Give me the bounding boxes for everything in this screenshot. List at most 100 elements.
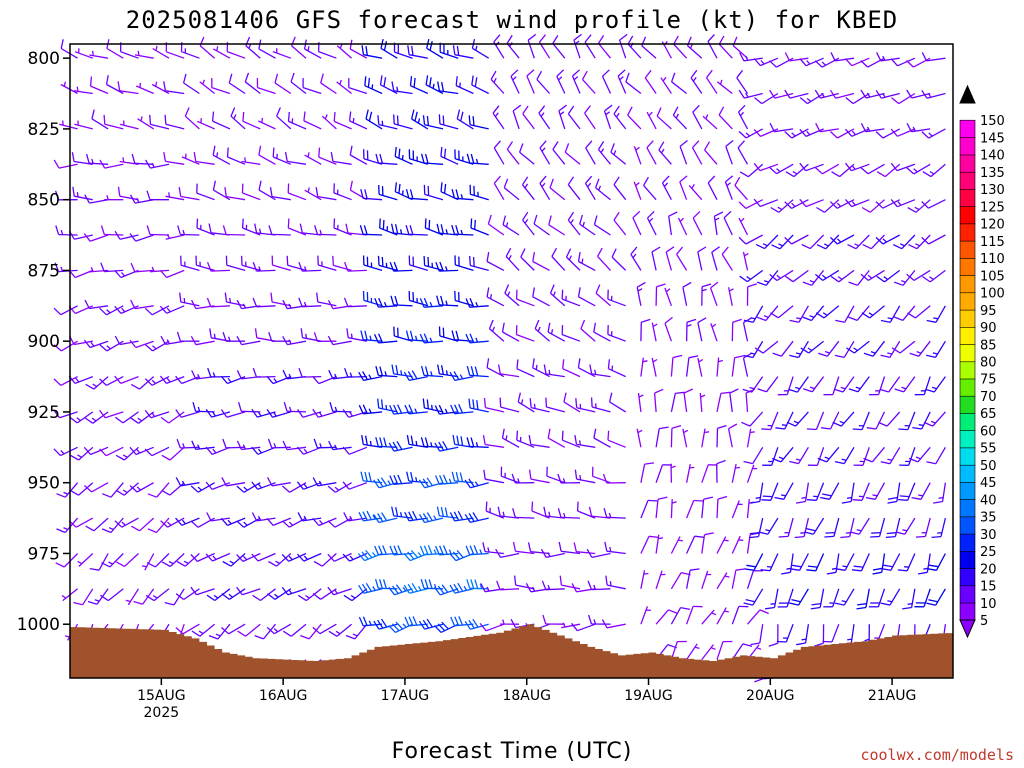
barb-shaft [520,256,535,271]
wind-barb [856,588,870,610]
wind-barb [181,153,200,165]
wind-barb [716,640,733,660]
barb-feather [522,211,529,221]
barb-shaft [549,187,566,201]
barb-shaft [180,233,200,236]
barb-feather [486,251,490,262]
wind-barb [539,140,551,165]
wind-barb [799,198,824,208]
barb-shaft [98,553,109,571]
barb-shaft [819,128,839,133]
wind-barb [685,499,704,519]
wind-barb [788,376,809,393]
barb-feather [908,244,918,250]
barb-shaft [597,255,611,271]
wind-barb [834,588,855,606]
barb-shaft [119,90,139,95]
barb-shaft [571,75,581,94]
barb-feather [159,375,167,384]
barb-shaft [656,115,672,130]
barb-feather [130,262,136,273]
barb-shaft [670,499,673,519]
wind-barb [830,52,855,62]
barb-feather [424,579,429,589]
wind-barb [875,234,901,245]
barb-half-feather [368,620,372,626]
barb-half-feather [417,118,421,124]
barb-feather [692,104,700,113]
barb-shaft [286,410,307,413]
wind-barb [802,376,825,393]
wind-barb [701,428,710,448]
wind-barb [597,247,611,271]
barb-shaft [226,446,246,449]
wind-barb [190,552,215,562]
barb-feather [209,328,212,338]
wind-barb [454,290,474,307]
barb-half-feather [821,274,827,279]
wind-barb [906,163,931,175]
barb-feather [206,594,216,602]
barb-feather [493,140,501,149]
barb-feather [130,417,139,424]
wind-barb [670,640,687,660]
barb-shaft [212,552,231,562]
wind-barb [329,402,352,413]
barb-shaft [683,393,688,412]
x-tick-label: 19AUG [624,688,673,704]
wind-barb [269,187,291,201]
barb-shaft [592,475,611,484]
wind-barb [824,517,840,538]
barb-feather [241,218,244,229]
barb-feather [525,583,532,593]
barb-shaft [607,333,626,342]
barb-shaft [664,287,673,307]
wind-barb [438,114,459,130]
barb-shaft [759,163,779,172]
wind-barb [315,187,337,201]
wind-barb [522,105,535,130]
wind-barb [377,398,398,413]
barb-shaft [167,517,185,528]
barb-half-feather [183,560,189,565]
barb-shaft [287,160,307,165]
barb-half-feather [760,60,765,65]
barb-feather [146,562,156,568]
barb-feather [464,479,471,489]
barb-half-feather [777,206,783,211]
barb-feather [922,275,931,283]
barb-feather [349,145,353,156]
barb-half-feather [183,298,186,303]
barb-shaft [737,147,749,165]
barb-feather [926,568,937,571]
barb-feather [736,69,744,79]
barb-feather [796,642,806,646]
barb-feather [679,175,688,183]
barb-feather [824,535,834,538]
barb-feather [146,190,151,200]
barb-shaft [610,151,627,165]
barb-shaft [199,623,216,637]
barb-shaft [515,516,535,519]
wind-barb [705,69,718,94]
barb-shaft [504,292,520,307]
wind-barb [518,143,535,165]
wind-barb [312,517,337,527]
wind-barb [821,411,840,430]
colorbar-swatch [959,257,976,276]
barb-shaft [607,439,626,448]
barb-shaft [815,482,825,501]
wind-barb [114,517,139,528]
wind-barb [814,57,840,68]
barb-shaft [169,446,185,461]
wind-barb [53,446,78,457]
barb-feather [443,148,447,159]
barb-shaft [109,553,124,568]
barb-shaft [199,81,216,95]
wind-barb [758,517,779,535]
colorbar-tick-label: 40 [980,493,997,508]
barb-shaft [181,156,200,165]
barb-feather [452,45,456,55]
wind-barb [891,92,916,105]
barb-feather [785,171,795,178]
